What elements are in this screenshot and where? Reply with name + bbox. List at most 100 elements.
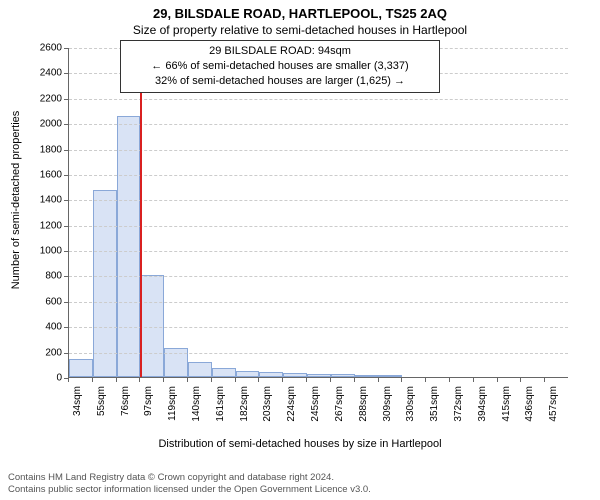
- grid-line: [69, 276, 568, 277]
- info-box-line3: 32% of semi-detached houses are larger (…: [127, 74, 433, 89]
- histogram-bar: [117, 116, 141, 377]
- footer-line2: Contains public sector information licen…: [8, 484, 592, 496]
- property-marker-line: [140, 48, 142, 377]
- y-tick-label: 400: [22, 322, 62, 333]
- y-tick-label: 2600: [22, 43, 62, 54]
- x-tick-label: 203sqm: [262, 386, 273, 426]
- y-tick-mark: [64, 226, 68, 227]
- grid-line: [69, 175, 568, 176]
- x-tick-mark: [544, 378, 545, 382]
- x-tick-mark: [473, 378, 474, 382]
- y-tick-mark: [64, 353, 68, 354]
- histogram-bar: [283, 373, 307, 377]
- y-tick-label: 2000: [22, 119, 62, 130]
- y-tick-label: 1400: [22, 195, 62, 206]
- y-tick-label: 2400: [22, 68, 62, 79]
- plot-area: [68, 48, 568, 378]
- x-tick-label: 119sqm: [167, 386, 178, 426]
- x-tick-mark: [92, 378, 93, 382]
- histogram-bar: [69, 359, 93, 377]
- x-tick-label: 267sqm: [334, 386, 345, 426]
- grid-line: [69, 150, 568, 151]
- y-tick-mark: [64, 48, 68, 49]
- x-tick-label: 288sqm: [358, 386, 369, 426]
- x-tick-label: 245sqm: [310, 386, 321, 426]
- x-tick-mark: [116, 378, 117, 382]
- x-tick-label: 161sqm: [215, 386, 226, 426]
- y-tick-label: 800: [22, 271, 62, 282]
- x-tick-label: 309sqm: [382, 386, 393, 426]
- x-tick-label: 457sqm: [548, 386, 559, 426]
- histogram-bar: [331, 374, 355, 377]
- grid-line: [69, 200, 568, 201]
- y-tick-label: 0: [22, 373, 62, 384]
- x-axis-label: Distribution of semi-detached houses by …: [0, 438, 600, 450]
- y-tick-mark: [64, 175, 68, 176]
- x-tick-mark: [68, 378, 69, 382]
- histogram-chart: 29, BILSDALE ROAD, HARTLEPOOL, TS25 2AQ …: [0, 0, 600, 500]
- x-tick-label: 372sqm: [453, 386, 464, 426]
- info-box: 29 BILSDALE ROAD: 94sqm ← 66% of semi-de…: [120, 40, 440, 93]
- histogram-bar: [307, 374, 331, 377]
- grid-line: [69, 124, 568, 125]
- histogram-bar: [355, 375, 379, 377]
- x-tick-label: 436sqm: [524, 386, 535, 426]
- y-tick-label: 600: [22, 296, 62, 307]
- histogram-bar: [259, 372, 283, 377]
- histogram-bar: [379, 375, 403, 377]
- y-tick-label: 1200: [22, 220, 62, 231]
- x-tick-mark: [211, 378, 212, 382]
- x-tick-mark: [187, 378, 188, 382]
- histogram-bar: [93, 190, 117, 377]
- y-tick-mark: [64, 99, 68, 100]
- y-tick-mark: [64, 200, 68, 201]
- x-tick-mark: [520, 378, 521, 382]
- y-tick-mark: [64, 150, 68, 151]
- y-tick-label: 2200: [22, 93, 62, 104]
- info-box-line1: 29 BILSDALE ROAD: 94sqm: [127, 44, 433, 59]
- x-tick-label: 224sqm: [286, 386, 297, 426]
- grid-line: [69, 226, 568, 227]
- x-tick-label: 182sqm: [239, 386, 250, 426]
- y-tick-label: 1000: [22, 246, 62, 257]
- y-tick-mark: [64, 73, 68, 74]
- y-tick-mark: [64, 124, 68, 125]
- chart-subtitle: Size of property relative to semi-detach…: [0, 23, 600, 37]
- grid-line: [69, 302, 568, 303]
- x-tick-mark: [425, 378, 426, 382]
- y-axis-label: Number of semi-detached properties: [10, 111, 22, 290]
- info-box-line2: ← 66% of semi-detached houses are smalle…: [127, 59, 433, 74]
- x-tick-mark: [497, 378, 498, 382]
- histogram-bar: [236, 371, 260, 377]
- x-tick-label: 351sqm: [429, 386, 440, 426]
- x-tick-mark: [449, 378, 450, 382]
- x-tick-mark: [258, 378, 259, 382]
- x-tick-mark: [354, 378, 355, 382]
- histogram-bar: [188, 362, 212, 377]
- grid-line: [69, 251, 568, 252]
- x-tick-mark: [139, 378, 140, 382]
- x-tick-mark: [306, 378, 307, 382]
- x-tick-label: 34sqm: [72, 386, 83, 426]
- y-tick-mark: [64, 327, 68, 328]
- grid-line: [69, 327, 568, 328]
- grid-line: [69, 353, 568, 354]
- footer-line1: Contains HM Land Registry data © Crown c…: [8, 472, 592, 484]
- y-tick-label: 200: [22, 347, 62, 358]
- x-tick-mark: [163, 378, 164, 382]
- chart-title-address: 29, BILSDALE ROAD, HARTLEPOOL, TS25 2AQ: [0, 6, 600, 21]
- x-tick-label: 394sqm: [477, 386, 488, 426]
- y-tick-mark: [64, 302, 68, 303]
- x-tick-label: 140sqm: [191, 386, 202, 426]
- x-tick-mark: [282, 378, 283, 382]
- x-tick-label: 97sqm: [143, 386, 154, 426]
- x-tick-label: 55sqm: [96, 386, 107, 426]
- y-tick-label: 1800: [22, 144, 62, 155]
- x-tick-label: 76sqm: [120, 386, 131, 426]
- y-tick-label: 1600: [22, 169, 62, 180]
- y-tick-mark: [64, 276, 68, 277]
- x-tick-mark: [330, 378, 331, 382]
- x-tick-label: 330sqm: [405, 386, 416, 426]
- histogram-bar: [212, 368, 236, 377]
- footer-attribution: Contains HM Land Registry data © Crown c…: [8, 472, 592, 496]
